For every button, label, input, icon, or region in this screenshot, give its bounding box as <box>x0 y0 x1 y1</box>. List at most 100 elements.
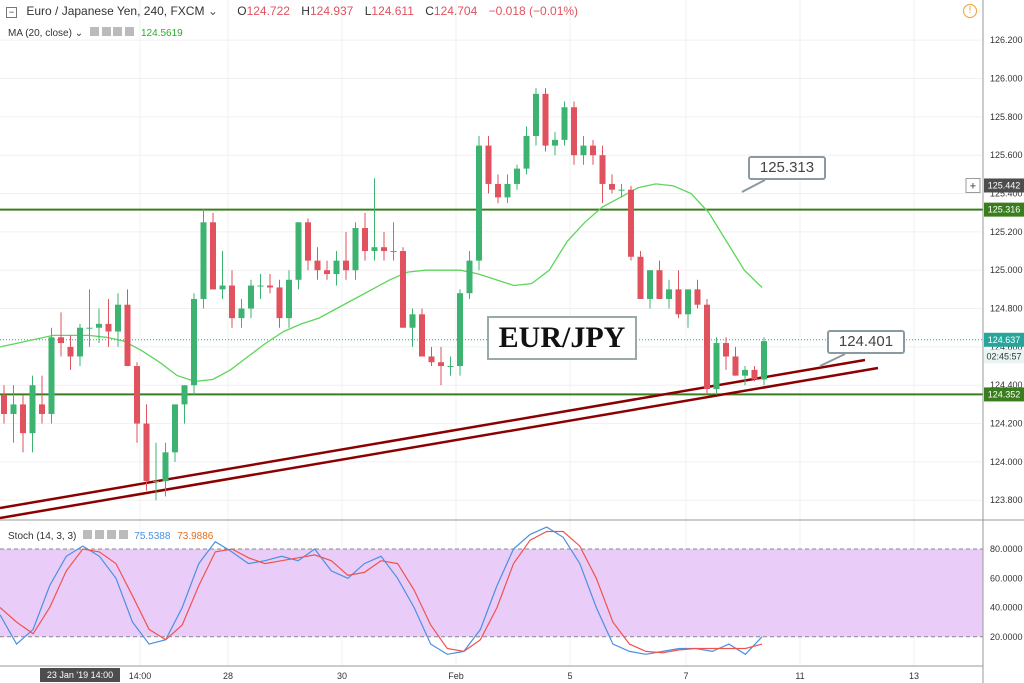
low-label: L <box>364 4 372 18</box>
candle-body <box>229 285 235 319</box>
candle-body <box>238 308 245 319</box>
stoch-label[interactable]: Stoch (14, 3, 3) <box>8 531 77 542</box>
candle-body <box>134 366 140 424</box>
settings-icon[interactable] <box>94 530 104 539</box>
add-icon[interactable] <box>113 27 123 36</box>
callout-upper[interactable]: 125.313 <box>748 156 826 180</box>
time-tick-label: 28 <box>223 671 233 681</box>
price-badge-label: 125.316 <box>988 205 1021 215</box>
candle-body <box>390 251 397 253</box>
candle-body <box>1 394 7 414</box>
price-badge-label: 02:45:57 <box>986 351 1021 361</box>
candle-body <box>67 346 74 357</box>
close-label: C <box>425 4 434 18</box>
alert-icon[interactable]: ! <box>963 4 977 18</box>
ma-label[interactable]: MA (20, close) <box>8 28 72 39</box>
chevron-down-icon[interactable]: ⌄ <box>74 28 84 39</box>
price-tick-label: 125.200 <box>990 227 1023 237</box>
candle-body <box>172 404 178 453</box>
stochastic-panel <box>0 526 983 656</box>
price-badge-label: 125.442 <box>988 180 1021 190</box>
candle-body <box>143 423 150 482</box>
time-tick-label: 13 <box>909 671 919 681</box>
stoch-tick-label: 80.0000 <box>990 544 1023 554</box>
candle-body <box>48 337 55 414</box>
price-badge <box>984 178 1024 193</box>
candle-body <box>96 323 102 328</box>
price-tick-label: 124.200 <box>990 419 1023 429</box>
candle-body <box>656 270 663 299</box>
candle-body <box>77 327 83 357</box>
candle-body <box>761 341 767 380</box>
symbol-title[interactable]: Euro / Japanese Yen, 240, FXCM <box>26 4 205 18</box>
candle-body <box>39 404 45 414</box>
candle-body <box>409 314 416 328</box>
candle-body <box>210 222 216 290</box>
time-tick-label: 7 <box>683 671 688 681</box>
stoch-tick-label: 20.0000 <box>990 632 1023 642</box>
support-resistance-lines <box>0 208 983 396</box>
candle-body <box>162 452 169 482</box>
stoch-band <box>0 549 983 637</box>
price-tick-label: 125.000 <box>990 265 1023 275</box>
candle-body <box>457 293 463 367</box>
settings-icon[interactable] <box>101 27 111 36</box>
collapse-icon[interactable]: − <box>6 7 17 18</box>
candle-body <box>333 260 340 275</box>
remove-icon[interactable] <box>118 530 128 539</box>
candle-body <box>704 304 710 390</box>
price-tick-label: 126.000 <box>990 74 1023 84</box>
add-icon[interactable] <box>106 530 116 539</box>
candle-body <box>542 93 549 146</box>
chevron-down-icon[interactable]: ⌄ <box>207 4 218 18</box>
candle-body <box>466 260 473 294</box>
candle-body <box>476 145 482 261</box>
candle-body <box>286 279 292 319</box>
candle-body <box>447 366 454 368</box>
close-value: 124.704 <box>433 4 478 18</box>
candle-body <box>552 139 558 146</box>
candle-body <box>438 362 444 367</box>
callout-pointer <box>741 179 766 193</box>
candle-body <box>523 136 530 169</box>
price-badge <box>984 202 1024 217</box>
candle-body <box>419 314 425 357</box>
price-badge <box>984 332 1024 347</box>
change-value: −0.018 (−0.01%) <box>488 4 579 18</box>
candle-body <box>248 285 254 309</box>
candle-body <box>343 260 349 271</box>
price-tick-label: 123.800 <box>990 495 1023 505</box>
pair-watermark: EUR/JPY <box>487 316 637 360</box>
time-tick-label: 14:00 <box>129 671 152 681</box>
crosshair-add-icon <box>965 177 981 193</box>
candle-body <box>485 145 492 184</box>
candle-body <box>590 145 596 156</box>
candle-body <box>10 404 17 414</box>
visibility-icon[interactable] <box>83 530 93 539</box>
candle-body <box>371 247 378 252</box>
stoch-d-line <box>0 530 763 654</box>
price-tick-label: 124.000 <box>990 457 1023 467</box>
candle-body <box>58 337 64 344</box>
candlestick-series <box>1 88 767 501</box>
candle-body <box>276 287 283 319</box>
candle-body <box>675 289 682 315</box>
price-tick-label: 125.600 <box>990 150 1023 160</box>
candle-body <box>609 183 615 190</box>
current-time-label: 23 Jan '19 14:00 <box>47 670 113 680</box>
candle-body <box>694 289 701 305</box>
trendline-lower <box>0 366 879 520</box>
price-badge <box>984 387 1024 402</box>
candle-body <box>561 107 568 140</box>
price-badge-label: 124.352 <box>988 389 1021 399</box>
callout-lower[interactable]: 124.401 <box>827 330 905 354</box>
remove-icon[interactable] <box>125 27 135 36</box>
candle-body <box>571 107 577 156</box>
candle-body <box>495 183 501 198</box>
candle-body <box>381 247 387 252</box>
stoch-legend: Stoch (14, 3, 3) 75.5388 73.9886 <box>8 530 213 542</box>
visibility-icon[interactable] <box>89 27 99 36</box>
plus-icon: + <box>970 180 976 192</box>
